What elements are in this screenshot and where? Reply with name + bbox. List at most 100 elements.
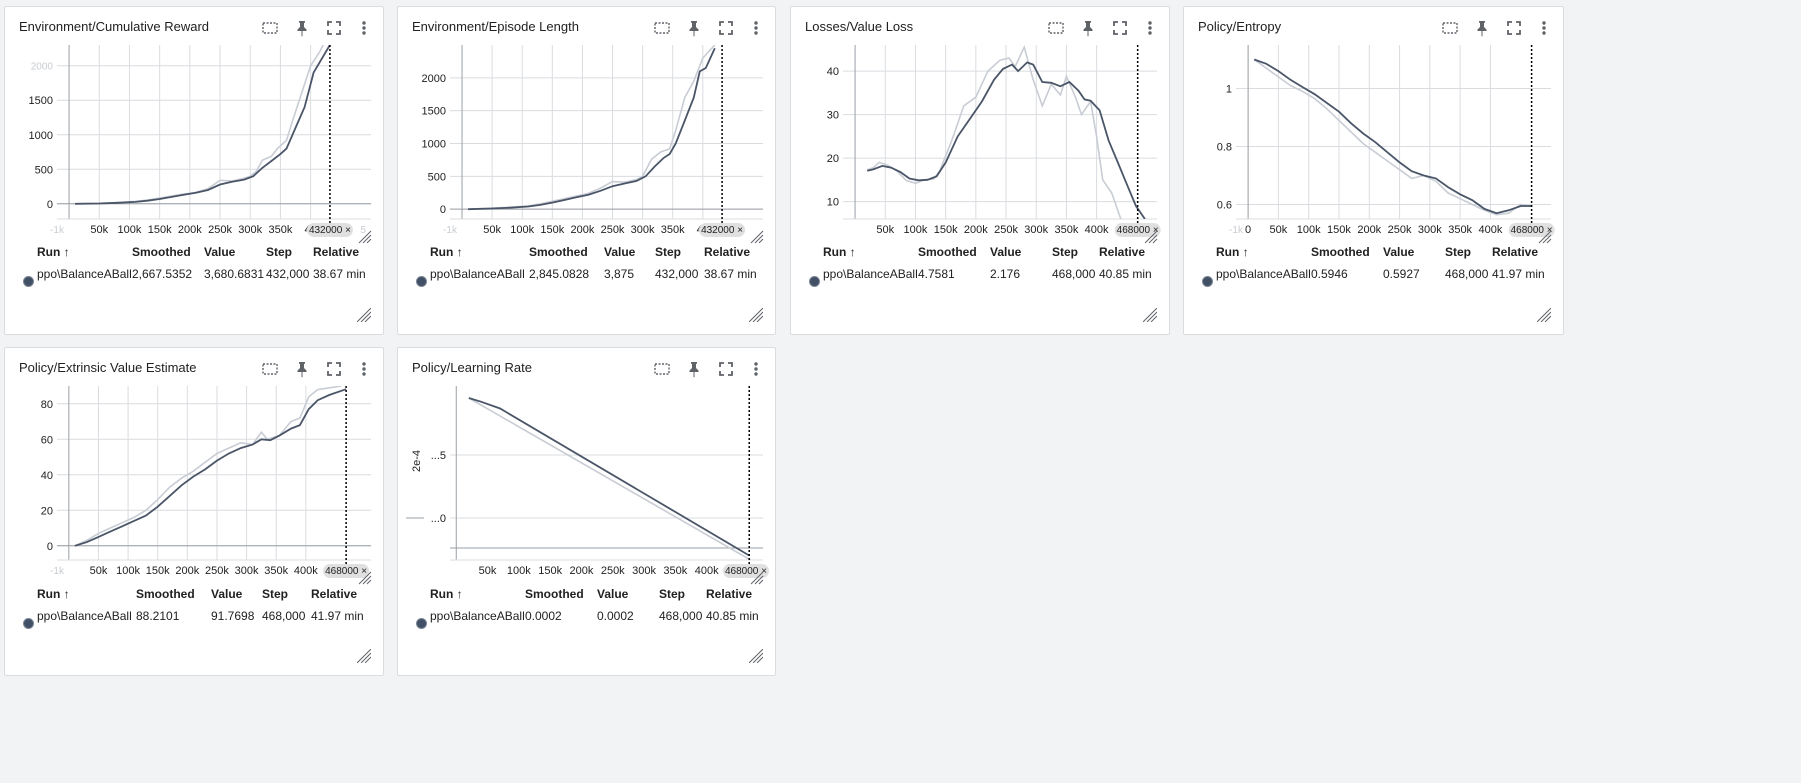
data-selection-icon[interactable] — [651, 358, 673, 380]
chart-card: Policy/Learning Rate ...5 ...0 50k 100k 150k 2… — [397, 347, 776, 676]
step-marker-badge[interactable] — [306, 223, 353, 237]
chart-plot[interactable]: 0 500 1000 1500 2000 -1k 50k 100k 150k 200k 250k 30… — [5, 7, 385, 247]
x-tick-label: 150k — [540, 224, 564, 236]
data-selection-icon[interactable] — [259, 358, 281, 380]
y-tick-label: 500 — [35, 164, 53, 176]
chart-plot[interactable]: ...5 ...0 50k 100k 150k 200k 250k 300k 350k 400k 2… — [398, 348, 777, 588]
card-resize-icon[interactable] — [1537, 308, 1551, 322]
step-marker-badge[interactable] — [1114, 223, 1161, 237]
x-tick-label: 200k — [175, 565, 199, 577]
table-header-smoothed: Smoothed — [132, 245, 191, 259]
raw-series-line — [468, 397, 751, 560]
resize-grip-icon[interactable] — [358, 230, 372, 244]
x-tick-label: 200k — [964, 224, 988, 236]
fullscreen-icon[interactable] — [715, 17, 737, 39]
x-tick-label: 150k — [1327, 224, 1351, 236]
more-vert-icon[interactable] — [1139, 17, 1161, 39]
run-color-swatch[interactable] — [416, 618, 427, 629]
table-header-step: Step — [655, 245, 682, 259]
card-resize-icon[interactable] — [357, 308, 371, 322]
resize-grip-icon[interactable] — [1144, 230, 1158, 244]
more-vert-icon[interactable] — [745, 17, 767, 39]
step-marker-badge[interactable] — [699, 223, 746, 237]
table-header-run[interactable]: Run ↑ — [430, 245, 463, 259]
y-tick-label: 30 — [827, 110, 839, 122]
step-marker-badge[interactable] — [323, 564, 370, 578]
pin-icon[interactable] — [683, 358, 705, 380]
resize-grip-icon[interactable] — [750, 230, 764, 244]
table-header-run[interactable]: Run ↑ — [37, 245, 70, 259]
more-vert-icon[interactable] — [353, 358, 375, 380]
resize-grip-icon[interactable] — [358, 571, 372, 585]
table-header-run[interactable]: Run ↑ — [823, 245, 856, 259]
step-marker-badge[interactable] — [1508, 223, 1555, 237]
data-selection-icon[interactable] — [1045, 17, 1067, 39]
table-cell-smoothed: 0.0002 — [525, 609, 562, 623]
table-header-step: Step — [659, 587, 686, 601]
fullscreen-icon[interactable] — [323, 358, 345, 380]
run-color-swatch[interactable] — [416, 276, 427, 287]
step-marker-label: 432000 × — [309, 225, 351, 236]
fullscreen-icon[interactable] — [715, 358, 737, 380]
pin-icon[interactable] — [1471, 17, 1493, 39]
x-tick-label: -1k — [1229, 225, 1244, 236]
table-header-run[interactable]: Run ↑ — [37, 587, 70, 601]
table-header-smoothed: Smoothed — [1311, 245, 1370, 259]
data-selection-icon[interactable] — [259, 17, 281, 39]
resize-grip-icon[interactable] — [1538, 230, 1552, 244]
fullscreen-icon[interactable] — [1109, 17, 1131, 39]
chart-plot[interactable]: 0 500 1000 1500 2000 -1k 50k 100k 150k 200k 250k 30… — [398, 7, 777, 247]
step-marker-badge[interactable] — [723, 564, 769, 578]
smoothed-series-line — [867, 61, 1146, 219]
x-tick-label: 150k — [934, 224, 958, 236]
chart-plot[interactable]: 0.6 0.8 1 -1k 0 50k 100k 150k 200k 250k 300k 350k 40… — [1184, 7, 1565, 247]
resize-grip-icon[interactable] — [750, 571, 764, 585]
y-tick-label: 20 — [41, 505, 53, 517]
run-color-swatch[interactable] — [1202, 276, 1213, 287]
card-title: Environment/Episode Length — [412, 19, 579, 34]
data-selection-icon[interactable] — [651, 17, 673, 39]
chart-plot[interactable]: 0 20 40 60 80 -1k 50k 100k 150k 200k 250k 300k 350k 4… — [5, 348, 385, 588]
table-cell-relative: 41.97 min — [311, 609, 364, 623]
x-tick-label: 350k — [1054, 224, 1078, 236]
x-tick-label: -1k — [50, 225, 65, 236]
x-tick-label: 250k — [208, 224, 232, 236]
table-header-value: Value — [1383, 245, 1415, 259]
step-marker-label: 468000 × — [725, 566, 767, 577]
y-tick-label: 0 — [47, 541, 53, 553]
table-header-run[interactable]: Run ↑ — [1216, 245, 1249, 259]
more-vert-icon[interactable] — [353, 17, 375, 39]
card-title: Policy/Learning Rate — [412, 360, 532, 375]
smoothed-series-line — [1253, 58, 1532, 215]
run-color-swatch[interactable] — [23, 276, 34, 287]
card-resize-icon[interactable] — [357, 649, 371, 663]
pin-icon[interactable] — [1077, 17, 1099, 39]
chart-plot[interactable]: 10 20 30 40 50k 100k 150k 200k 250k 300k 350k 400k 4… — [791, 7, 1171, 247]
card-resize-icon[interactable] — [749, 308, 763, 322]
x-tick-label: 50k — [479, 565, 497, 577]
run-color-swatch[interactable] — [809, 276, 820, 287]
fullscreen-icon[interactable] — [323, 17, 345, 39]
x-tick-label: 350k — [1448, 224, 1472, 236]
data-selection-icon[interactable] — [1439, 17, 1461, 39]
step-marker-label: 468000 × — [325, 566, 367, 577]
card-resize-icon[interactable] — [1143, 308, 1157, 322]
table-header-relative: Relative — [704, 245, 751, 259]
card-resize-icon[interactable] — [749, 649, 763, 663]
pin-icon[interactable] — [683, 17, 705, 39]
pin-icon[interactable] — [291, 358, 313, 380]
chart-card: Losses/Value Loss 10 20 30 40 50k 100k 150k 200k… — [790, 6, 1170, 335]
y-tick-label: 20 — [827, 153, 839, 165]
pin-icon[interactable] — [291, 17, 313, 39]
x-tick-label: 0 — [1245, 224, 1251, 236]
x-tick-label: 350k — [264, 565, 288, 577]
table-header-smoothed: Smoothed — [529, 245, 588, 259]
run-color-swatch[interactable] — [23, 618, 34, 629]
fullscreen-icon[interactable] — [1503, 17, 1525, 39]
table-header-relative: Relative — [311, 587, 358, 601]
x-tick-label: 300k — [1418, 224, 1442, 236]
table-header-run[interactable]: Run ↑ — [430, 587, 463, 601]
more-vert-icon[interactable] — [745, 358, 767, 380]
x-tick-label: 250k — [205, 565, 229, 577]
more-vert-icon[interactable] — [1533, 17, 1555, 39]
